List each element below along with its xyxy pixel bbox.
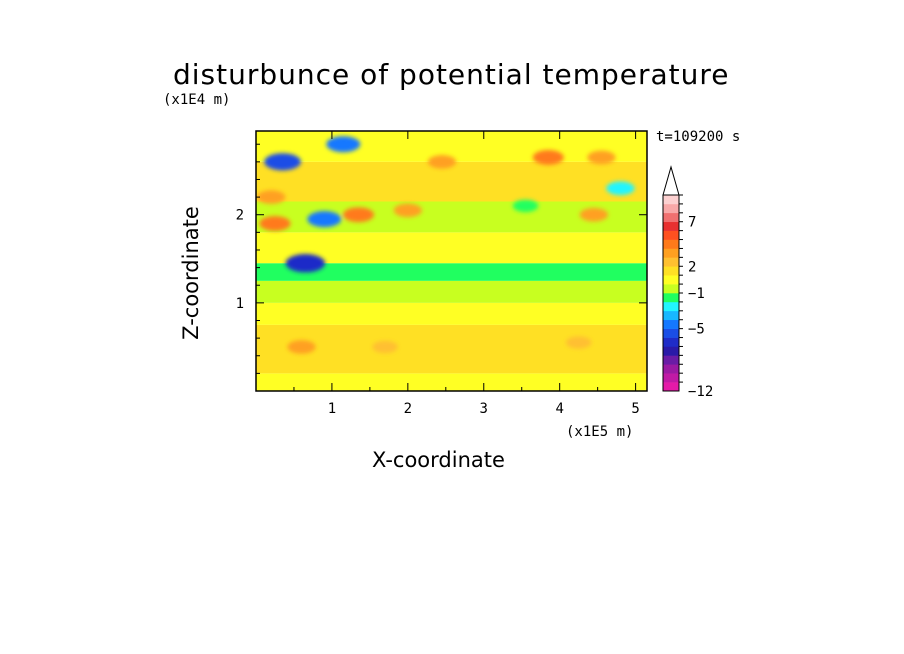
colorbar-segment [663, 257, 679, 267]
contour-feature [326, 136, 361, 153]
contour-feature [307, 211, 342, 228]
y-tick-label: 1 [236, 296, 244, 312]
colorbar-label: −12 [688, 384, 713, 400]
contour-feature [287, 340, 316, 354]
colorbar-segment [663, 203, 679, 214]
colorbar-segment [663, 373, 679, 383]
colorbar-segment [663, 319, 679, 329]
contour-feature [285, 254, 326, 273]
colorbar-segment [663, 266, 679, 276]
colorbar-segment [663, 239, 679, 249]
contour-feature [579, 207, 609, 222]
contour-feature [264, 153, 301, 171]
y-tick-label: 2 [236, 208, 244, 224]
chart-title: disturbunce of potential temperature [173, 58, 730, 91]
contour-feature [259, 216, 291, 231]
contour-feature [565, 336, 592, 349]
colorbar-label: −1 [688, 286, 705, 302]
contour-feature [512, 199, 539, 213]
band [256, 263, 647, 281]
contour-feature [427, 155, 457, 169]
colorbar-segment [663, 337, 679, 347]
colorbar-segment [663, 355, 679, 365]
band [256, 280, 647, 303]
colorbar-segment [663, 382, 679, 392]
plot-border [255, 130, 648, 392]
band [256, 324, 647, 374]
colorbar-segment [663, 248, 679, 258]
y-axis: 12 [236, 143, 647, 374]
contour-feature [587, 150, 616, 165]
x-tick-label: 2 [404, 401, 412, 417]
contour-feature [532, 150, 564, 165]
x-axis-label: X-coordinate [372, 448, 505, 472]
band [256, 302, 647, 325]
x-tick-label: 4 [555, 401, 563, 417]
x-tick-label: 1 [328, 401, 336, 417]
x-tick-label: 5 [631, 401, 639, 417]
contour-feature [393, 203, 423, 218]
colorbar-segment [663, 284, 679, 294]
x-axis-unit: (x1E5 m) [566, 424, 634, 440]
contour-feature [372, 340, 398, 354]
contour-feature [256, 190, 286, 204]
colorbar: 7 2 −1 −5 −12 [662, 165, 713, 400]
colorbar-segment [663, 212, 679, 223]
colorbar-label: 2 [688, 259, 696, 275]
plot-frame [255, 130, 648, 392]
x-tick-label: 3 [480, 401, 488, 417]
y-axis-unit: (x1E4 m) [163, 92, 231, 108]
colorbar-label: 7 [688, 215, 696, 231]
colorbar-segment [663, 346, 679, 356]
colorbar-segment [663, 328, 679, 338]
colorbar-segment [663, 275, 679, 285]
colorbar-segment [663, 364, 679, 374]
band [256, 161, 647, 202]
colorbar-segment [663, 221, 679, 231]
colorbar-extend-arrow [662, 165, 680, 196]
colorbar-segment [663, 310, 679, 321]
band [256, 373, 647, 391]
plot-area [256, 131, 647, 391]
contour-feature [606, 181, 635, 196]
colorbar-segment [663, 230, 679, 240]
band [256, 131, 647, 162]
time-label: t=109200 s [656, 129, 741, 145]
colorbar-segment [663, 195, 679, 205]
x-axis: 1 2 3 4 5 [293, 131, 640, 417]
colorbar-segment [663, 301, 679, 312]
contour-feature [342, 207, 375, 223]
colorbar-segment [663, 293, 679, 303]
colorbar-label: −5 [688, 322, 705, 338]
